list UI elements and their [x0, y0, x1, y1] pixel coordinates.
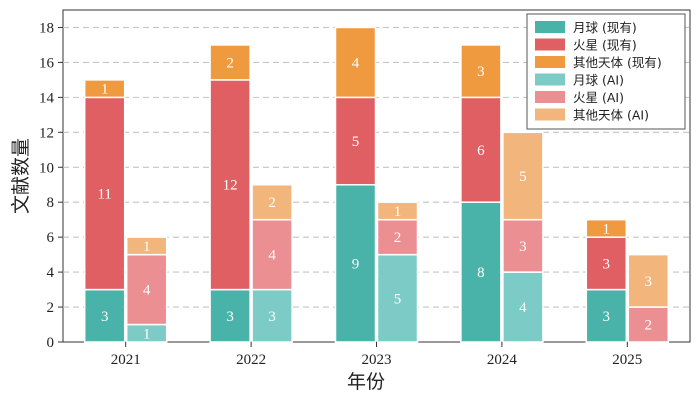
- legend-swatch: [535, 73, 565, 86]
- bar-segment: [376, 218, 419, 256]
- legend-label: 其他天体 (AI): [573, 108, 649, 123]
- y-tick-label: 8: [47, 195, 55, 211]
- bar-value-label: 9: [352, 256, 360, 272]
- y-tick-label: 12: [39, 125, 54, 141]
- x-axis-title: 年份: [347, 371, 385, 393]
- bar-value-label: 1: [101, 82, 109, 98]
- bar-segment: [83, 96, 126, 291]
- legend-swatch: [535, 56, 565, 68]
- bar-value-label: 3: [477, 64, 485, 80]
- y-axis-title: 文献数量: [10, 138, 32, 214]
- bar-segment: [334, 26, 377, 99]
- bar-segment: [502, 131, 544, 221]
- bar-value-label: 3: [101, 309, 109, 325]
- bar-segment: [209, 79, 251, 291]
- bar-value-label: 5: [394, 291, 402, 307]
- x-tick-label: 2025: [612, 352, 642, 368]
- x-tick-label: 2022: [236, 352, 266, 368]
- bar-segment: [83, 79, 126, 99]
- y-tick-label: 4: [47, 265, 55, 281]
- y-tick-label: 16: [39, 55, 55, 71]
- bar-value-label: 1: [143, 326, 151, 342]
- bar-value-label: 8: [477, 265, 485, 281]
- bar-segment: [376, 201, 419, 221]
- bar-segment: [83, 288, 126, 343]
- bar-value-label: 1: [143, 239, 151, 255]
- x-tick-label: 2023: [362, 352, 392, 368]
- y-tick-label: 18: [39, 20, 54, 36]
- bar-value-label: 1: [394, 204, 402, 220]
- bar-value-label: 12: [223, 178, 238, 194]
- bar-value-label: 3: [603, 256, 611, 272]
- bar-segment: [125, 236, 168, 256]
- legend-label: 月球 (AI): [573, 73, 624, 88]
- legend-label: 火星 (现有): [573, 38, 637, 53]
- bar-segment: [460, 96, 502, 203]
- bar-segment: [334, 183, 377, 343]
- legend-swatch: [535, 91, 565, 103]
- legend: 月球 (现有) 火星 (现有) 其他天体 (现有) 月球 (AI) 火星 (AI) 其他天…: [526, 13, 686, 130]
- legend-swatch: [535, 21, 565, 33]
- bar-value-label: 2: [645, 318, 653, 334]
- bar-segment: [585, 218, 628, 238]
- y-tick-label: 0: [47, 335, 55, 351]
- bar-segment: [502, 271, 544, 343]
- bar-segment: [209, 288, 251, 343]
- bar-value-label: 4: [143, 283, 151, 299]
- y-tick-label: 10: [39, 160, 54, 176]
- bar-value-label: 4: [268, 248, 276, 264]
- bar-segment: [627, 253, 670, 308]
- legend-swatch: [535, 108, 565, 121]
- bar-segment: [585, 288, 628, 343]
- legend-label: 其他天体 (现有): [573, 55, 662, 70]
- bar-value-label: 2: [226, 55, 234, 71]
- bar-segment: [125, 253, 168, 326]
- bar-value-label: 5: [352, 134, 360, 150]
- bar-value-label: 3: [519, 239, 527, 255]
- bar-segment: [251, 183, 293, 221]
- bar-segment: [209, 44, 251, 81]
- x-tick-label: 2021: [111, 352, 141, 368]
- bar-segment: [627, 306, 670, 343]
- bar-segment: [460, 44, 502, 99]
- bar-value-label: 3: [268, 309, 276, 325]
- bar-value-label: 5: [519, 169, 527, 185]
- bar-value-label: 2: [394, 230, 402, 246]
- bar-value-label: 3: [603, 309, 611, 325]
- bar-value-label: 2: [268, 195, 276, 211]
- x-tick-label: 2024: [487, 352, 518, 368]
- bar-segment: [502, 218, 544, 273]
- bar-value-label: 11: [97, 186, 111, 202]
- y-tick-label: 6: [47, 230, 55, 246]
- bar-segment: [585, 236, 628, 291]
- bar-segment: [376, 253, 419, 343]
- bar-value-label: 4: [352, 55, 360, 71]
- bar-value-label: 3: [645, 274, 653, 290]
- legend-swatch: [535, 38, 565, 51]
- y-tick-label: 2: [47, 300, 55, 316]
- bar-segment: [334, 96, 377, 186]
- bar-segment: [251, 218, 293, 291]
- bar-value-label: 4: [519, 300, 527, 316]
- bar-value-label: 3: [226, 309, 234, 325]
- bar-value-label: 1: [603, 221, 611, 237]
- legend-label: 火星 (AI): [573, 90, 624, 105]
- legend-label: 月球 (现有): [573, 20, 637, 35]
- y-tick-label: 14: [39, 90, 55, 106]
- bar-value-label: 6: [477, 143, 485, 159]
